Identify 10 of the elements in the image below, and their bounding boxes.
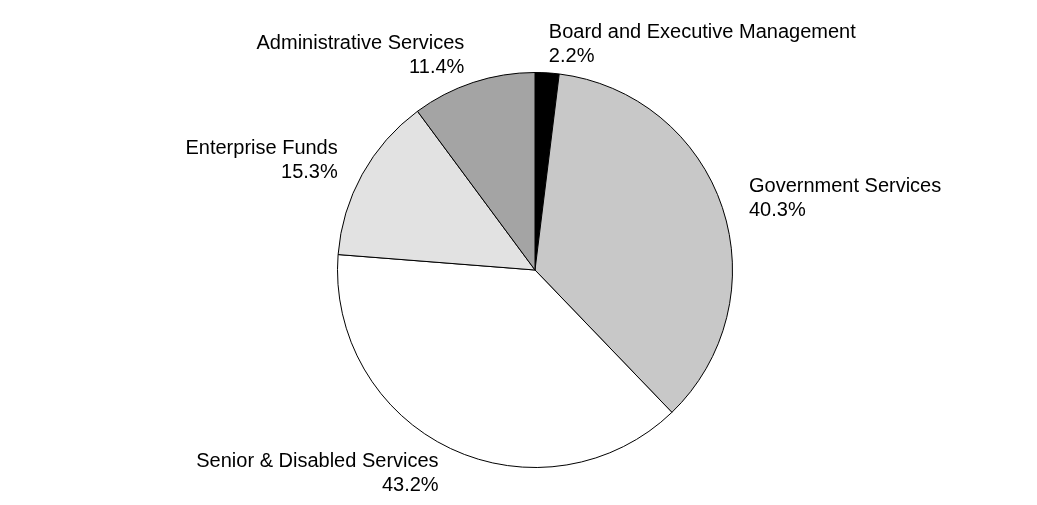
slice-label: Senior & Disabled Services [196, 449, 439, 472]
data-label: 2.2% [548, 44, 595, 67]
slice-label: Administrative Services [256, 31, 465, 54]
slice-label: Board and Executive Management [548, 20, 857, 43]
data-label: 15.3% [281, 160, 338, 183]
slice-label: Enterprise Funds [185, 136, 338, 159]
data-label: 43.2% [381, 473, 439, 496]
data-label: 11.4% [409, 55, 465, 78]
data-label: 40.3% [748, 198, 806, 221]
slice-label: Government Services [748, 174, 942, 197]
